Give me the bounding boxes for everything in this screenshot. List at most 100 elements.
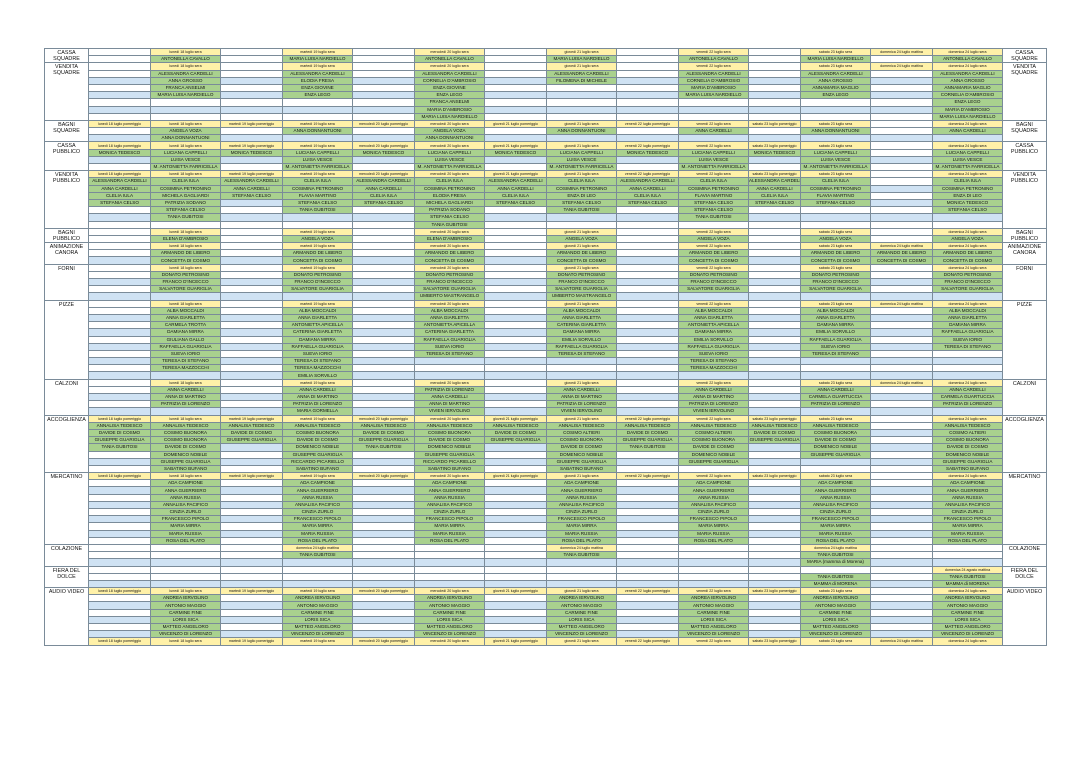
- shift-header-cell: mercoledì 20 luglio sera: [414, 587, 485, 596]
- volunteer-cell: [282, 134, 353, 143]
- volunteer-cell: [484, 83, 547, 93]
- volunteer-cell: [870, 234, 933, 244]
- volunteer-cell: ANNA CARDELLI: [150, 385, 221, 395]
- volunteer-cell: [678, 98, 749, 107]
- volunteer-cell: [220, 69, 283, 78]
- shift-header-cell: martedì 19 luglio sera: [282, 141, 353, 150]
- volunteer-cell: [220, 55, 283, 64]
- volunteer-cell: [546, 572, 617, 581]
- volunteer-cell: ANNA GROSSO: [800, 76, 871, 85]
- shift-header-cell: [748, 62, 801, 71]
- volunteer-row: DAVIDE DI COSMO COSIMO BUONORA DAVIDE DI C…: [45, 428, 1047, 438]
- shift-header-cell: domenica 24 luglio sera: [932, 47, 1003, 57]
- volunteer-cell: VINCENZO DI LORENZO: [282, 630, 353, 639]
- volunteer-cell: MARIA LUISA NARDIELLO: [414, 112, 485, 121]
- shift-header-cell: domenica 24 luglio sera: [932, 414, 1003, 423]
- volunteer-cell: [414, 551, 485, 560]
- shift-header-cell: [220, 299, 283, 308]
- shift-header-cell: [616, 543, 679, 553]
- volunteer-cell: [220, 306, 283, 315]
- volunteer-cell: [800, 134, 871, 143]
- volunteer-cell: STEFANIA CELSO: [546, 198, 617, 208]
- volunteer-cell: [484, 98, 547, 107]
- shift-header-cell: domenica 24 luglio sera: [932, 227, 1003, 236]
- volunteer-row: MARIA LUISA NARDIELLO MARIA LUISA NARDIEL…: [45, 112, 1047, 121]
- volunteer-cell: [616, 313, 679, 323]
- volunteer-cell: [870, 98, 933, 107]
- volunteer-cell: [616, 206, 679, 215]
- shift-header-cell: mercoledì 20 luglio pomeriggio: [352, 472, 415, 481]
- volunteer-row: ANNA CARDELLI ANNA CARDELLI PATRIZIA DI LO…: [45, 385, 1047, 395]
- volunteer-cell: [748, 206, 801, 215]
- volunteer-cell: [870, 69, 933, 78]
- shift-header-cell: [678, 543, 749, 553]
- volunteer-cell: [88, 400, 151, 409]
- shift-header-cell: martedì 19 luglio sera: [282, 263, 353, 272]
- volunteer-cell: LORIS SICA: [414, 615, 485, 625]
- shift-header-cell: lunedì 18 luglio pomeriggio: [88, 414, 151, 423]
- volunteer-cell: CLELIA IULA: [616, 191, 679, 200]
- volunteer-cell: ALBA MOCCALDI: [282, 306, 353, 315]
- volunteer-cell: [484, 292, 547, 301]
- volunteer-cell: ENZA DI LEO: [932, 191, 1003, 200]
- volunteer-cell: DAMIANA MIRRA: [932, 321, 1003, 330]
- volunteer-cell: [484, 464, 547, 474]
- volunteer-cell: MARIA LUISA NARDIELLO: [150, 91, 221, 100]
- volunteer-cell: ANTONELLA CAVALLO: [678, 55, 749, 64]
- volunteer-cell: [352, 256, 415, 265]
- volunteer-cell: [484, 134, 547, 143]
- volunteer-cell: [88, 342, 151, 351]
- shift-header-cell: [616, 47, 679, 57]
- volunteer-cell: [748, 450, 801, 459]
- volunteer-cell: [748, 285, 801, 294]
- shift-header-cell: sabato 23 luglio pomeriggio: [748, 119, 801, 129]
- volunteer-cell: TERESA DI STEFANO: [282, 357, 353, 366]
- section-label-right: MERCATINO: [1002, 472, 1047, 545]
- shift-header-cell: giovedì 21 luglio sera: [546, 47, 617, 57]
- section-label-right: FIERA DEL DOLCE: [1002, 565, 1047, 589]
- volunteer-cell: LUISA VESCE: [932, 155, 1003, 165]
- volunteer-cell: [352, 127, 415, 136]
- volunteer-cell: [870, 134, 933, 143]
- shift-header-cell: sabato 23 luglio sera: [800, 378, 871, 387]
- shift-header-cell: giovedì 21 luglio sera: [546, 378, 617, 387]
- volunteer-cell: [484, 162, 547, 172]
- volunteer-cell: [748, 392, 801, 402]
- section-label-right: COLAZIONE: [1002, 543, 1047, 567]
- shift-header-cell: lunedì 18 luglio pomeriggio: [88, 170, 151, 179]
- volunteer-cell: SABATINO BUFANO: [932, 464, 1003, 474]
- volunteer-row: ALESSANDRA CARDELLI ALESSANDRA CARDELLI AL…: [45, 69, 1047, 78]
- volunteer-cell: LORIS SICA: [678, 615, 749, 625]
- volunteer-cell: ANTONIO MAGGIO: [800, 601, 871, 610]
- shift-header-cell: [220, 263, 283, 272]
- section-label-left: ANIMAZIONE CANORA: [44, 242, 89, 265]
- volunteer-cell: [616, 328, 679, 337]
- volunteer-cell: [352, 105, 415, 114]
- shift-header-cell: martedì 19 luglio sera: [282, 242, 353, 251]
- volunteer-row: ALESSANDRA CARDELLI CLELIA IULA ALESSANDRA…: [45, 177, 1047, 186]
- volunteer-cell: [484, 220, 547, 229]
- volunteer-cell: CINZIA ZURLO: [678, 507, 749, 517]
- volunteer-cell: DAVIDE DI COSMO: [414, 436, 485, 445]
- volunteer-cell: [484, 342, 547, 351]
- volunteer-cell: ROSA DEL PLATO: [282, 536, 353, 545]
- volunteer-cell: [678, 371, 749, 380]
- volunteer-cell: DAVIDE DI COSMO: [932, 443, 1003, 452]
- volunteer-cell: ANGELA VOZA: [414, 127, 485, 136]
- volunteer-cell: [800, 105, 871, 114]
- volunteer-cell: [484, 615, 547, 625]
- volunteer-cell: [870, 55, 933, 64]
- shift-header-cell: sabato 23 luglio pomeriggio: [748, 637, 801, 646]
- volunteer-cell: [616, 155, 679, 165]
- shift-header-cell: [484, 299, 547, 308]
- volunteer-cell: [748, 385, 801, 395]
- shift-header-cell: martedì 19 luglio pomeriggio: [220, 414, 283, 423]
- volunteer-cell: TANIA GUBITOSI: [282, 551, 353, 560]
- volunteer-row: CARMELA TROTTA ANTONIETTA APICELLA ANTONIE…: [45, 321, 1047, 330]
- volunteer-cell: COSIMO ALTIERI: [932, 428, 1003, 438]
- volunteer-cell: MARIA LUISA NARDIELLO: [282, 55, 353, 64]
- volunteer-cell: [484, 335, 547, 344]
- volunteer-cell: ROSA DEL PLATO: [546, 536, 617, 545]
- volunteer-cell: LUCIANA CAPPELLI: [546, 148, 617, 157]
- volunteer-cell: MARIA MIRRA: [546, 522, 617, 531]
